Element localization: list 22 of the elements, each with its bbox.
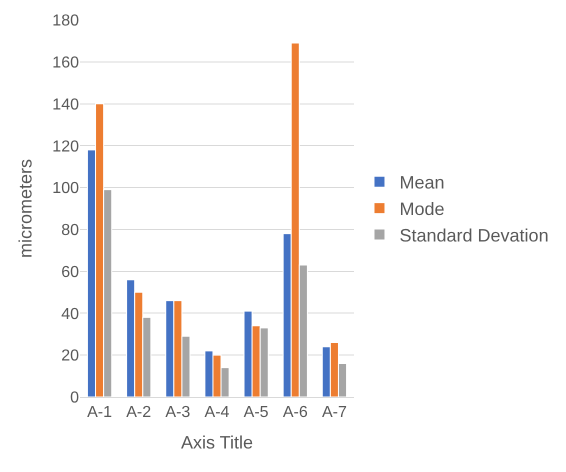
x-tick-label: A-5 (244, 404, 269, 422)
y-tick-label: 140 (52, 96, 80, 114)
y-tick-label: 80 (61, 222, 80, 240)
y-tick-label: 100 (52, 180, 80, 198)
y-tick-label: 120 (52, 138, 80, 156)
x-tick-label: A-7 (322, 404, 347, 422)
y-tick-label: 160 (52, 54, 80, 72)
x-tick-label: A-2 (126, 404, 152, 422)
x-axis-title: Axis Title (180, 432, 254, 452)
y-tick-label: 60 (61, 264, 80, 281)
x-tick-label: A-6 (282, 404, 308, 422)
x-tick-label: A-4 (204, 404, 230, 422)
legend-label: Standard Devation (399, 226, 549, 246)
legend-label: Mode (399, 199, 445, 220)
y-tick-label: 40 (61, 306, 80, 323)
y-tick-label: 180 (52, 12, 80, 30)
x-tick-label: A-1 (87, 404, 112, 422)
x-tick-label: A-3 (165, 404, 190, 422)
legend-label: Mean (399, 172, 445, 193)
y-tick-label: 20 (61, 348, 80, 365)
y-tick-label: 0 (70, 390, 80, 407)
y-axis-title: micrometers (15, 158, 36, 258)
